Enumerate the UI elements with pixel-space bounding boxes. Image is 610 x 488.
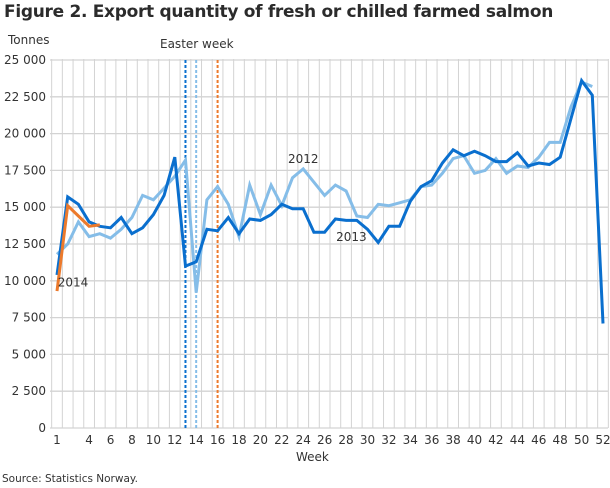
y-tick-label: 2 500 bbox=[12, 384, 46, 398]
x-tick-label: 50 bbox=[574, 433, 589, 447]
x-tick-label: 48 bbox=[553, 433, 568, 447]
series-lines bbox=[55, 77, 605, 324]
x-tick-label: 26 bbox=[317, 433, 332, 447]
x-tick-label: 8 bbox=[128, 433, 136, 447]
x-tick-label: 12 bbox=[167, 433, 182, 447]
x-tick-label: 20 bbox=[253, 433, 268, 447]
series-labels: 2012 2013 2014 bbox=[58, 152, 367, 290]
y-tick-label: 22 500 bbox=[4, 90, 46, 104]
x-axis-title: Week bbox=[296, 450, 329, 464]
y-tick-label: 15 000 bbox=[4, 200, 46, 214]
x-tick-label: 30 bbox=[360, 433, 375, 447]
y-tick-label: 7 500 bbox=[12, 311, 46, 325]
series-line-2012 bbox=[55, 80, 593, 293]
x-tick-label: 36 bbox=[424, 433, 439, 447]
x-tick-label: 22 bbox=[274, 433, 289, 447]
x-tick-label: 28 bbox=[338, 433, 353, 447]
y-axis-title: Tonnes bbox=[8, 33, 50, 47]
y-tick-label: 10 000 bbox=[4, 274, 46, 288]
chart-title: Figure 2. Export quantity of fresh or ch… bbox=[4, 2, 554, 22]
series-line-2013 bbox=[55, 77, 605, 324]
y-tick-label: 5 000 bbox=[12, 347, 46, 361]
grid-lines bbox=[50, 59, 609, 429]
x-tick-label: 6 bbox=[107, 433, 115, 447]
y-tick-label: 12 500 bbox=[4, 237, 46, 251]
series-label-2013: 2013 bbox=[336, 230, 367, 244]
series-label-2014: 2014 bbox=[58, 276, 89, 290]
x-tick-label: 34 bbox=[403, 433, 418, 447]
x-tick-label: 46 bbox=[531, 433, 546, 447]
easter-week-label: Easter week bbox=[160, 37, 234, 51]
x-tick-label: 4 bbox=[85, 433, 93, 447]
x-tick-label: 14 bbox=[189, 433, 204, 447]
x-tick-label: 42 bbox=[488, 433, 503, 447]
y-tick-label: 17 500 bbox=[4, 163, 46, 177]
y-axis-ticks: 0 2 500 5 000 7 500 10 000 12 500 15 000 17 500… bbox=[4, 53, 46, 435]
y-tick-label: 25 000 bbox=[4, 53, 46, 67]
x-tick-label: 40 bbox=[467, 433, 482, 447]
source-note: Source: Statistics Norway. bbox=[2, 473, 138, 485]
easter-markers bbox=[184, 60, 219, 428]
x-tick-label: 24 bbox=[296, 433, 311, 447]
y-tick-label: 0 bbox=[38, 421, 46, 435]
x-tick-label: 16 bbox=[210, 433, 225, 447]
series-label-2012: 2012 bbox=[288, 152, 319, 166]
x-tick-label: 1 bbox=[53, 433, 61, 447]
x-axis-ticks: 1 4 6 8 10 12 14 16 18 20 22 24 26 28 30 32 34 36 38 40 42 44… bbox=[53, 433, 610, 447]
x-tick-label: 10 bbox=[146, 433, 161, 447]
x-tick-label: 38 bbox=[445, 433, 460, 447]
y-tick-label: 20 000 bbox=[4, 127, 46, 141]
x-tick-label: 32 bbox=[381, 433, 396, 447]
x-tick-label: 44 bbox=[510, 433, 525, 447]
series-line-2014 bbox=[55, 202, 100, 292]
x-tick-label: 52 bbox=[595, 433, 610, 447]
x-tick-label: 18 bbox=[231, 433, 246, 447]
